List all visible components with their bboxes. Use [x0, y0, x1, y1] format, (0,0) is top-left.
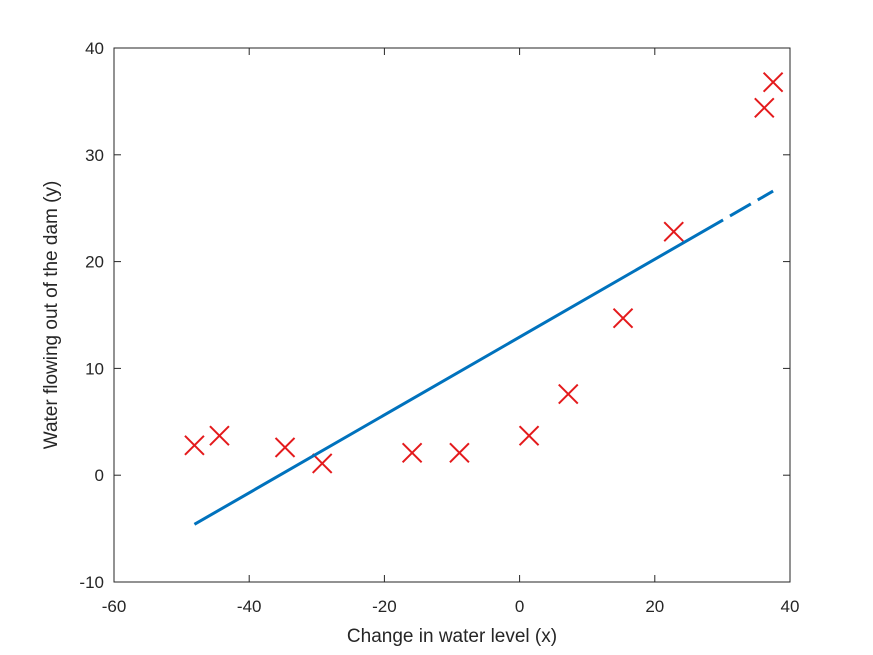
data-point: [558, 383, 579, 405]
data-point: [612, 307, 634, 329]
y-axis-label: Water flowing out of the dam (y): [41, 181, 62, 450]
data-point: [184, 435, 205, 456]
y-tick-label: 40: [85, 39, 104, 58]
x-tick-label: -60: [102, 597, 127, 616]
x-tick-label: -40: [237, 597, 262, 616]
x-tick-label: -20: [372, 597, 397, 616]
plot-area: [114, 48, 790, 582]
plot-background: [114, 48, 790, 582]
x-tick-label: 40: [781, 597, 800, 616]
data-point-stroke-b: [612, 307, 634, 329]
data-point: [762, 71, 784, 93]
data-point-stroke-b: [274, 437, 296, 458]
axes-box: [113, 47, 791, 583]
data-layer: [184, 71, 784, 526]
data-point-stroke-b: [449, 442, 470, 463]
data-point-stroke-b: [401, 442, 423, 463]
data-point-stroke-b: [184, 435, 205, 456]
axes-layer: -60 -40 -20 0 20 40 -10 0 10 20 30 40: [79, 39, 799, 616]
data-point: [312, 453, 333, 474]
y-tick-label: 10: [85, 359, 104, 378]
y-tick-label: -10: [79, 573, 104, 592]
data-point: [449, 442, 470, 463]
fit-line: [193, 189, 774, 526]
data-point-stroke-b: [558, 383, 579, 405]
y-tick-label: 0: [95, 466, 104, 485]
data-point-stroke-b: [209, 425, 230, 446]
data-point-stroke-b: [663, 221, 684, 242]
x-tick-label: 0: [515, 597, 524, 616]
x-axis-label: Change in water level (x): [347, 626, 557, 647]
data-point: [401, 442, 423, 463]
x-tick-label: 20: [645, 597, 664, 616]
data-point: [754, 97, 775, 119]
data-point-stroke-b: [754, 97, 775, 119]
data-point: [663, 221, 684, 242]
data-point: [274, 437, 296, 458]
y-tick-label: 20: [85, 253, 104, 272]
data-point: [518, 425, 540, 446]
data-point: [209, 425, 230, 446]
data-point-stroke-b: [762, 71, 784, 93]
y-tick-label: 30: [85, 146, 104, 165]
data-point-stroke-b: [518, 425, 540, 446]
data-point-stroke-b: [312, 453, 333, 474]
